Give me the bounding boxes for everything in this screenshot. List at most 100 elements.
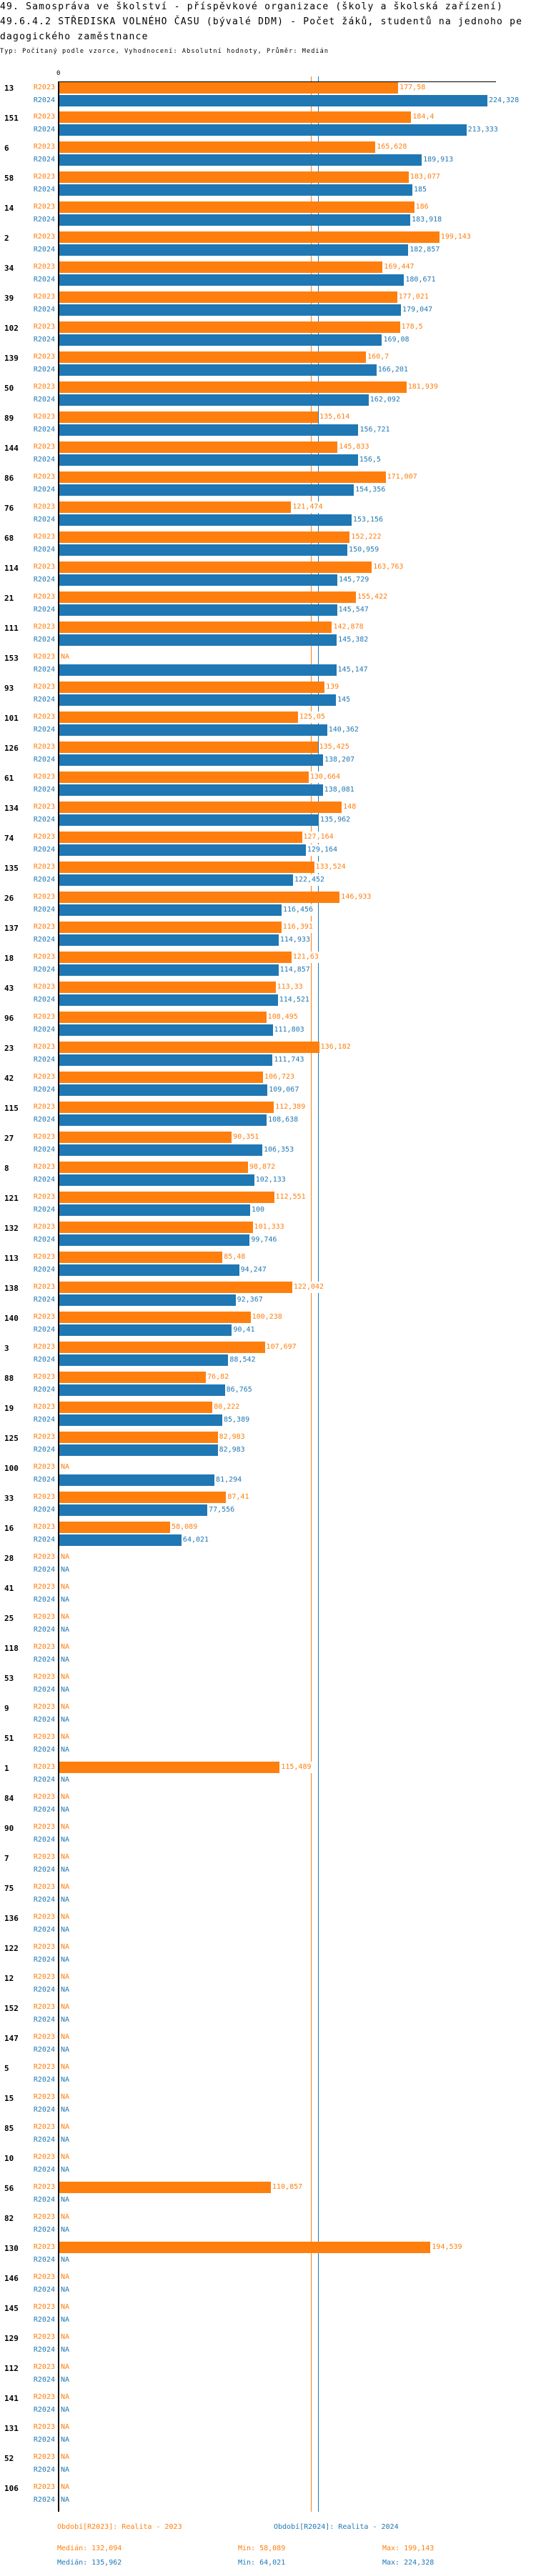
na-label: NA <box>60 2405 71 2416</box>
series-label-r2023: R2023 <box>33 533 55 541</box>
bar-r2024-135 <box>59 874 293 886</box>
group-label: 93 <box>4 684 14 693</box>
na-label: NA <box>60 2152 71 2163</box>
group-label: 140 <box>4 1314 19 1323</box>
bar-r2024-137 <box>59 934 279 946</box>
series-label-r2024: R2024 <box>33 906 55 914</box>
value-label: 186 <box>415 201 430 213</box>
bar-r2024-61 <box>59 784 323 796</box>
value-label: 125,05 <box>298 712 326 723</box>
group-label: 50 <box>4 384 14 393</box>
series-label-r2024: R2024 <box>33 1716 55 1724</box>
group-label: 84 <box>4 1794 14 1803</box>
value-label: 199,143 <box>440 231 472 243</box>
series-label-r2024: R2024 <box>33 1536 55 1544</box>
group-label: 90 <box>4 1824 14 1833</box>
value-label: 114,857 <box>279 964 311 976</box>
bar-r2023-21 <box>59 591 356 603</box>
na-label: NA <box>60 1774 71 1786</box>
na-label: NA <box>60 2345 71 2356</box>
series-label-r2023: R2023 <box>33 563 55 571</box>
value-label: 152,222 <box>350 531 382 543</box>
group-label: 58 <box>4 174 14 183</box>
series-label-r2024: R2024 <box>33 1356 55 1364</box>
series-label-r2023: R2023 <box>33 623 55 631</box>
value-label: 183,077 <box>409 171 441 183</box>
group-label: 100 <box>4 1464 19 1473</box>
value-label: 145,833 <box>338 441 370 453</box>
series-label-r2024: R2024 <box>33 1986 55 1994</box>
group-label: 88 <box>4 1374 14 1383</box>
series-label-r2023: R2023 <box>33 263 55 271</box>
value-label: 145,147 <box>337 664 369 676</box>
bar-r2023-43 <box>59 982 276 993</box>
value-label: 150,959 <box>348 544 380 556</box>
group-label: 131 <box>4 2424 19 2433</box>
value-label: 110,857 <box>271 2182 304 2193</box>
series-label-r2023: R2023 <box>33 293 55 301</box>
series-label-r2023: R2023 <box>33 1073 55 1081</box>
group-label: 13 <box>4 84 14 93</box>
group-label: 89 <box>4 414 14 423</box>
series-label-r2023: R2023 <box>33 983 55 991</box>
series-label-r2023: R2023 <box>33 1163 55 1171</box>
series-label-r2024: R2024 <box>33 1416 55 1424</box>
group-label: 111 <box>4 624 19 633</box>
bar-r2023-102 <box>59 321 400 333</box>
na-label: NA <box>60 2255 71 2266</box>
series-label-r2024: R2024 <box>33 2256 55 2264</box>
series-label-r2023: R2023 <box>33 773 55 781</box>
series-label-r2024: R2024 <box>33 246 55 254</box>
series-label-r2024: R2024 <box>33 306 55 314</box>
group-label: 23 <box>4 1044 14 1053</box>
bar-r2024-26 <box>59 904 282 916</box>
series-label-r2024: R2024 <box>33 486 55 494</box>
series-label-r2024: R2024 <box>33 2046 55 2054</box>
series-label-r2023: R2023 <box>33 2453 55 2461</box>
na-label: NA <box>60 1852 71 1863</box>
bar-r2023-134 <box>59 802 342 813</box>
series-label-r2024: R2024 <box>33 366 55 374</box>
value-label: 153,156 <box>352 514 384 526</box>
series-label-r2024: R2024 <box>33 126 55 134</box>
group-label: 26 <box>4 894 14 903</box>
group-label: 56 <box>4 2184 14 2193</box>
series-label-r2024: R2024 <box>33 1176 55 1184</box>
series-label-r2023: R2023 <box>33 1223 55 1231</box>
chart-title-line-2: 49.6.4.2 STŘEDISKA VOLNÉHO ČASU (bývalé … <box>0 16 523 27</box>
bar-r2024-89 <box>59 424 359 436</box>
chart-title-line-3: dagogického zaměstnance <box>0 31 149 42</box>
value-label: 224,328 <box>487 95 520 106</box>
series-label-r2024: R2024 <box>33 1836 55 1844</box>
value-label: 87,41 <box>227 1492 250 1503</box>
value-label: 90,41 <box>232 1324 256 1336</box>
value-label: 130,664 <box>309 772 342 783</box>
na-label: NA <box>60 1672 71 1683</box>
series-label-r2023: R2023 <box>33 1913 55 1921</box>
bar-r2024-34 <box>59 274 405 286</box>
value-label: 116,456 <box>282 904 314 916</box>
value-label: 166,201 <box>377 364 409 376</box>
series-label-r2024: R2024 <box>33 786 55 794</box>
series-label-r2024: R2024 <box>33 1656 55 1664</box>
value-label: 76,82 <box>207 1372 230 1383</box>
value-label: 145,729 <box>338 574 370 586</box>
bar-r2023-111 <box>59 621 332 633</box>
series-label-r2023: R2023 <box>33 1673 55 1681</box>
na-label: NA <box>60 2272 71 2283</box>
group-label: 39 <box>4 294 14 303</box>
group-label: 2 <box>4 234 9 243</box>
series-label-r2023: R2023 <box>33 1103 55 1111</box>
group-label: 153 <box>4 654 19 663</box>
series-label-r2023: R2023 <box>33 2333 55 2341</box>
na-label: NA <box>60 2122 71 2133</box>
value-label: 100,238 <box>251 1312 283 1323</box>
group-label: 14 <box>4 204 14 213</box>
na-label: NA <box>60 1702 71 1713</box>
series-label-r2023: R2023 <box>33 1943 55 1951</box>
series-label-r2024: R2024 <box>33 156 55 164</box>
value-label: 88,542 <box>229 1354 257 1366</box>
bar-r2024-134 <box>59 814 319 826</box>
value-label: 85,48 <box>223 1252 247 1263</box>
series-label-r2024: R2024 <box>33 2346 55 2354</box>
